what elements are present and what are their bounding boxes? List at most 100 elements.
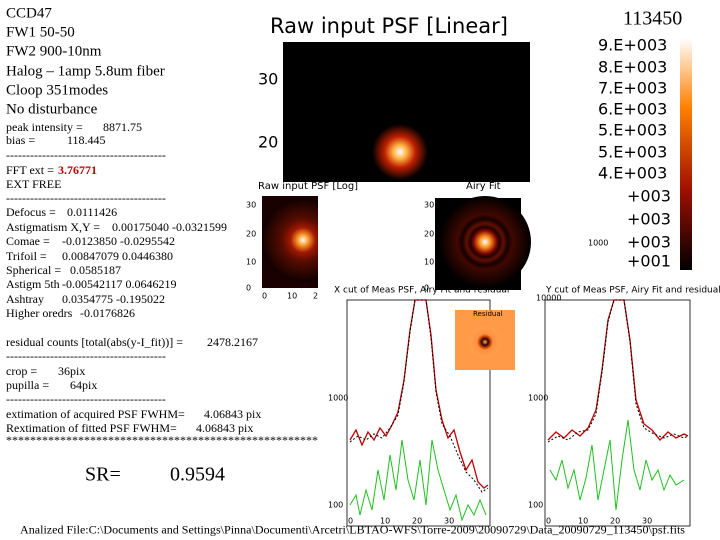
y-tick-label: 1000 <box>328 394 348 403</box>
log-title: Raw input PSF [Log] <box>258 181 358 192</box>
y-tick-label: 20 <box>258 133 278 152</box>
x-tick-label: 30 <box>642 517 652 526</box>
y-cut-frame <box>544 299 691 527</box>
x-tick-label: 2 <box>313 292 318 301</box>
colorbar-label: 5.E+003 <box>598 143 667 162</box>
x-cut-residual <box>349 439 487 522</box>
colorbar-label: +003 <box>627 187 671 206</box>
info-line: CCD47 <box>6 5 52 21</box>
airy-title: Airy Fit <box>466 181 501 192</box>
report-label: Ashtray <box>6 292 44 306</box>
report-value: 118.445 <box>67 133 106 147</box>
report-value: 0.0585187 <box>70 263 121 277</box>
mask <box>318 196 348 288</box>
report-value: 4.06843 pix <box>196 421 253 435</box>
report-label: Trifoil = <box>6 249 47 263</box>
report-label: Higher oredrs <box>6 306 73 320</box>
y-tick-label: 30 <box>258 70 278 89</box>
top-label: 10000 <box>536 294 561 303</box>
y-tick-label: 20 <box>246 230 256 239</box>
y-tick-label: 0 <box>246 284 251 293</box>
y-tick-label: 100 <box>528 501 543 510</box>
plot-title: X cut of Meas PSF, Airy Fit and residual <box>334 286 509 296</box>
psf-spot <box>372 124 428 180</box>
report-label: ---------------------------------------- <box>6 392 166 406</box>
overlay-box <box>608 190 678 275</box>
footer: Analized File:C:\Documents and Settings\… <box>20 525 686 537</box>
side-label: 1000 <box>588 239 608 248</box>
image-title: Raw input PSF [Linear] <box>270 14 508 38</box>
report-label: pupilla = <box>6 378 49 392</box>
x-tick-label: 10 <box>578 517 588 526</box>
report-label: bias = <box>6 133 35 147</box>
colorbar-label: 4.E+003 <box>598 164 667 183</box>
colorbar-label: 9.E+003 <box>598 36 667 55</box>
report-label: Comae = <box>6 234 50 248</box>
airy-spot <box>439 196 531 288</box>
x-tick-label: 0 <box>546 517 551 526</box>
info-line: FW2 900-10nm <box>6 43 102 59</box>
colorbar-label: 8.E+003 <box>598 58 667 77</box>
report-value: 3.76771 <box>58 163 97 177</box>
report-label: ---------------------------------------- <box>6 349 166 363</box>
x-tick-label: 20 <box>412 517 422 526</box>
info-line: FW1 50-50 <box>6 24 75 40</box>
info-line: No disturbance <box>6 101 98 117</box>
x-cut-fit <box>349 299 489 489</box>
report-label: ****************************************… <box>6 433 318 447</box>
x-tick-label: 10 <box>287 292 297 301</box>
plot-title: Y cut of Meas PSF, Airy Fit and residual <box>545 286 720 296</box>
y-tick-label: 1000 <box>528 394 548 403</box>
report-label: Astigm 5th <box>6 277 60 291</box>
report-value: 0.0354775 -0.195022 <box>62 292 165 306</box>
report-label: Astigmatism X,Y = <box>6 220 100 234</box>
x-tick-label: 30 <box>444 517 454 526</box>
report-value: -0.00542117 0.0646219 <box>62 277 177 291</box>
x-tick-label: 0 <box>348 517 353 526</box>
y-tick-label: 0 <box>424 284 429 293</box>
report-value: 8871.75 <box>103 120 142 134</box>
x-tick-label: 0 <box>262 292 267 301</box>
sr-value: 0.9594 <box>170 464 225 486</box>
report-value: -0.0123850 -0.0295542 <box>62 234 175 248</box>
report-value: 0.00847079 0.0446380 <box>62 249 173 263</box>
colorbar <box>680 38 692 270</box>
residual-ring <box>469 326 501 358</box>
y-tick-label: 100 <box>328 501 343 510</box>
x-cut-meas <box>349 299 489 493</box>
y-cut-residual <box>549 419 685 511</box>
y-cut-meas <box>547 299 689 443</box>
colorbar-label: 5.E+003 <box>598 121 667 140</box>
page-id: 113450 <box>623 8 682 30</box>
x-tick-label: 10 <box>380 517 390 526</box>
y-tick-label: 20 <box>424 230 434 239</box>
report-value: 4.06843 pix <box>204 407 261 421</box>
report-label: residual counts [total(abs(y-I_fit))] = <box>6 335 183 349</box>
sr-label: SR= <box>85 464 121 486</box>
y-tick-label: 30 <box>246 201 256 210</box>
y-tick-label: 10 <box>424 258 434 267</box>
colorbar-label: +003 <box>627 210 671 229</box>
x-tick-label: 20 <box>610 517 620 526</box>
colorbar-label: 6.E+003 <box>598 100 667 119</box>
report-label: crop = <box>6 364 37 378</box>
colorbar-label: +003 <box>627 233 671 252</box>
report-label: EXT FREE <box>6 177 61 191</box>
colorbar-label: +001 <box>627 252 671 271</box>
report-label: ---------------------------------------- <box>6 148 166 162</box>
report-label: ---------------------------------------- <box>6 191 166 205</box>
report-label: FFT ext = <box>6 163 54 177</box>
report-value: 0.00175040 -0.0321599 <box>112 220 227 234</box>
report-value: 36pix <box>58 364 85 378</box>
info-line: Halog – 1amp 5.8um fiber <box>6 63 165 79</box>
info-line: Cloop 351modes <box>6 82 108 98</box>
report-value: 2478.2167 <box>207 335 258 349</box>
inset-title: Residual <box>473 310 503 318</box>
report-label: Spherical = <box>6 263 61 277</box>
report-value: 64pix <box>70 378 97 392</box>
report-label: peak intensity = <box>6 120 83 134</box>
colorbar-label: 7.E+003 <box>598 79 667 98</box>
report-value: -0.0176826 <box>80 306 135 320</box>
y-tick-label: 10 <box>246 258 256 267</box>
